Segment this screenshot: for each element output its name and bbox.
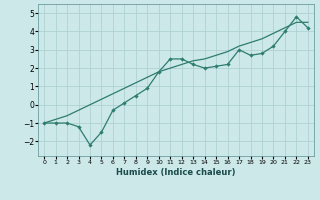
X-axis label: Humidex (Indice chaleur): Humidex (Indice chaleur) <box>116 168 236 177</box>
